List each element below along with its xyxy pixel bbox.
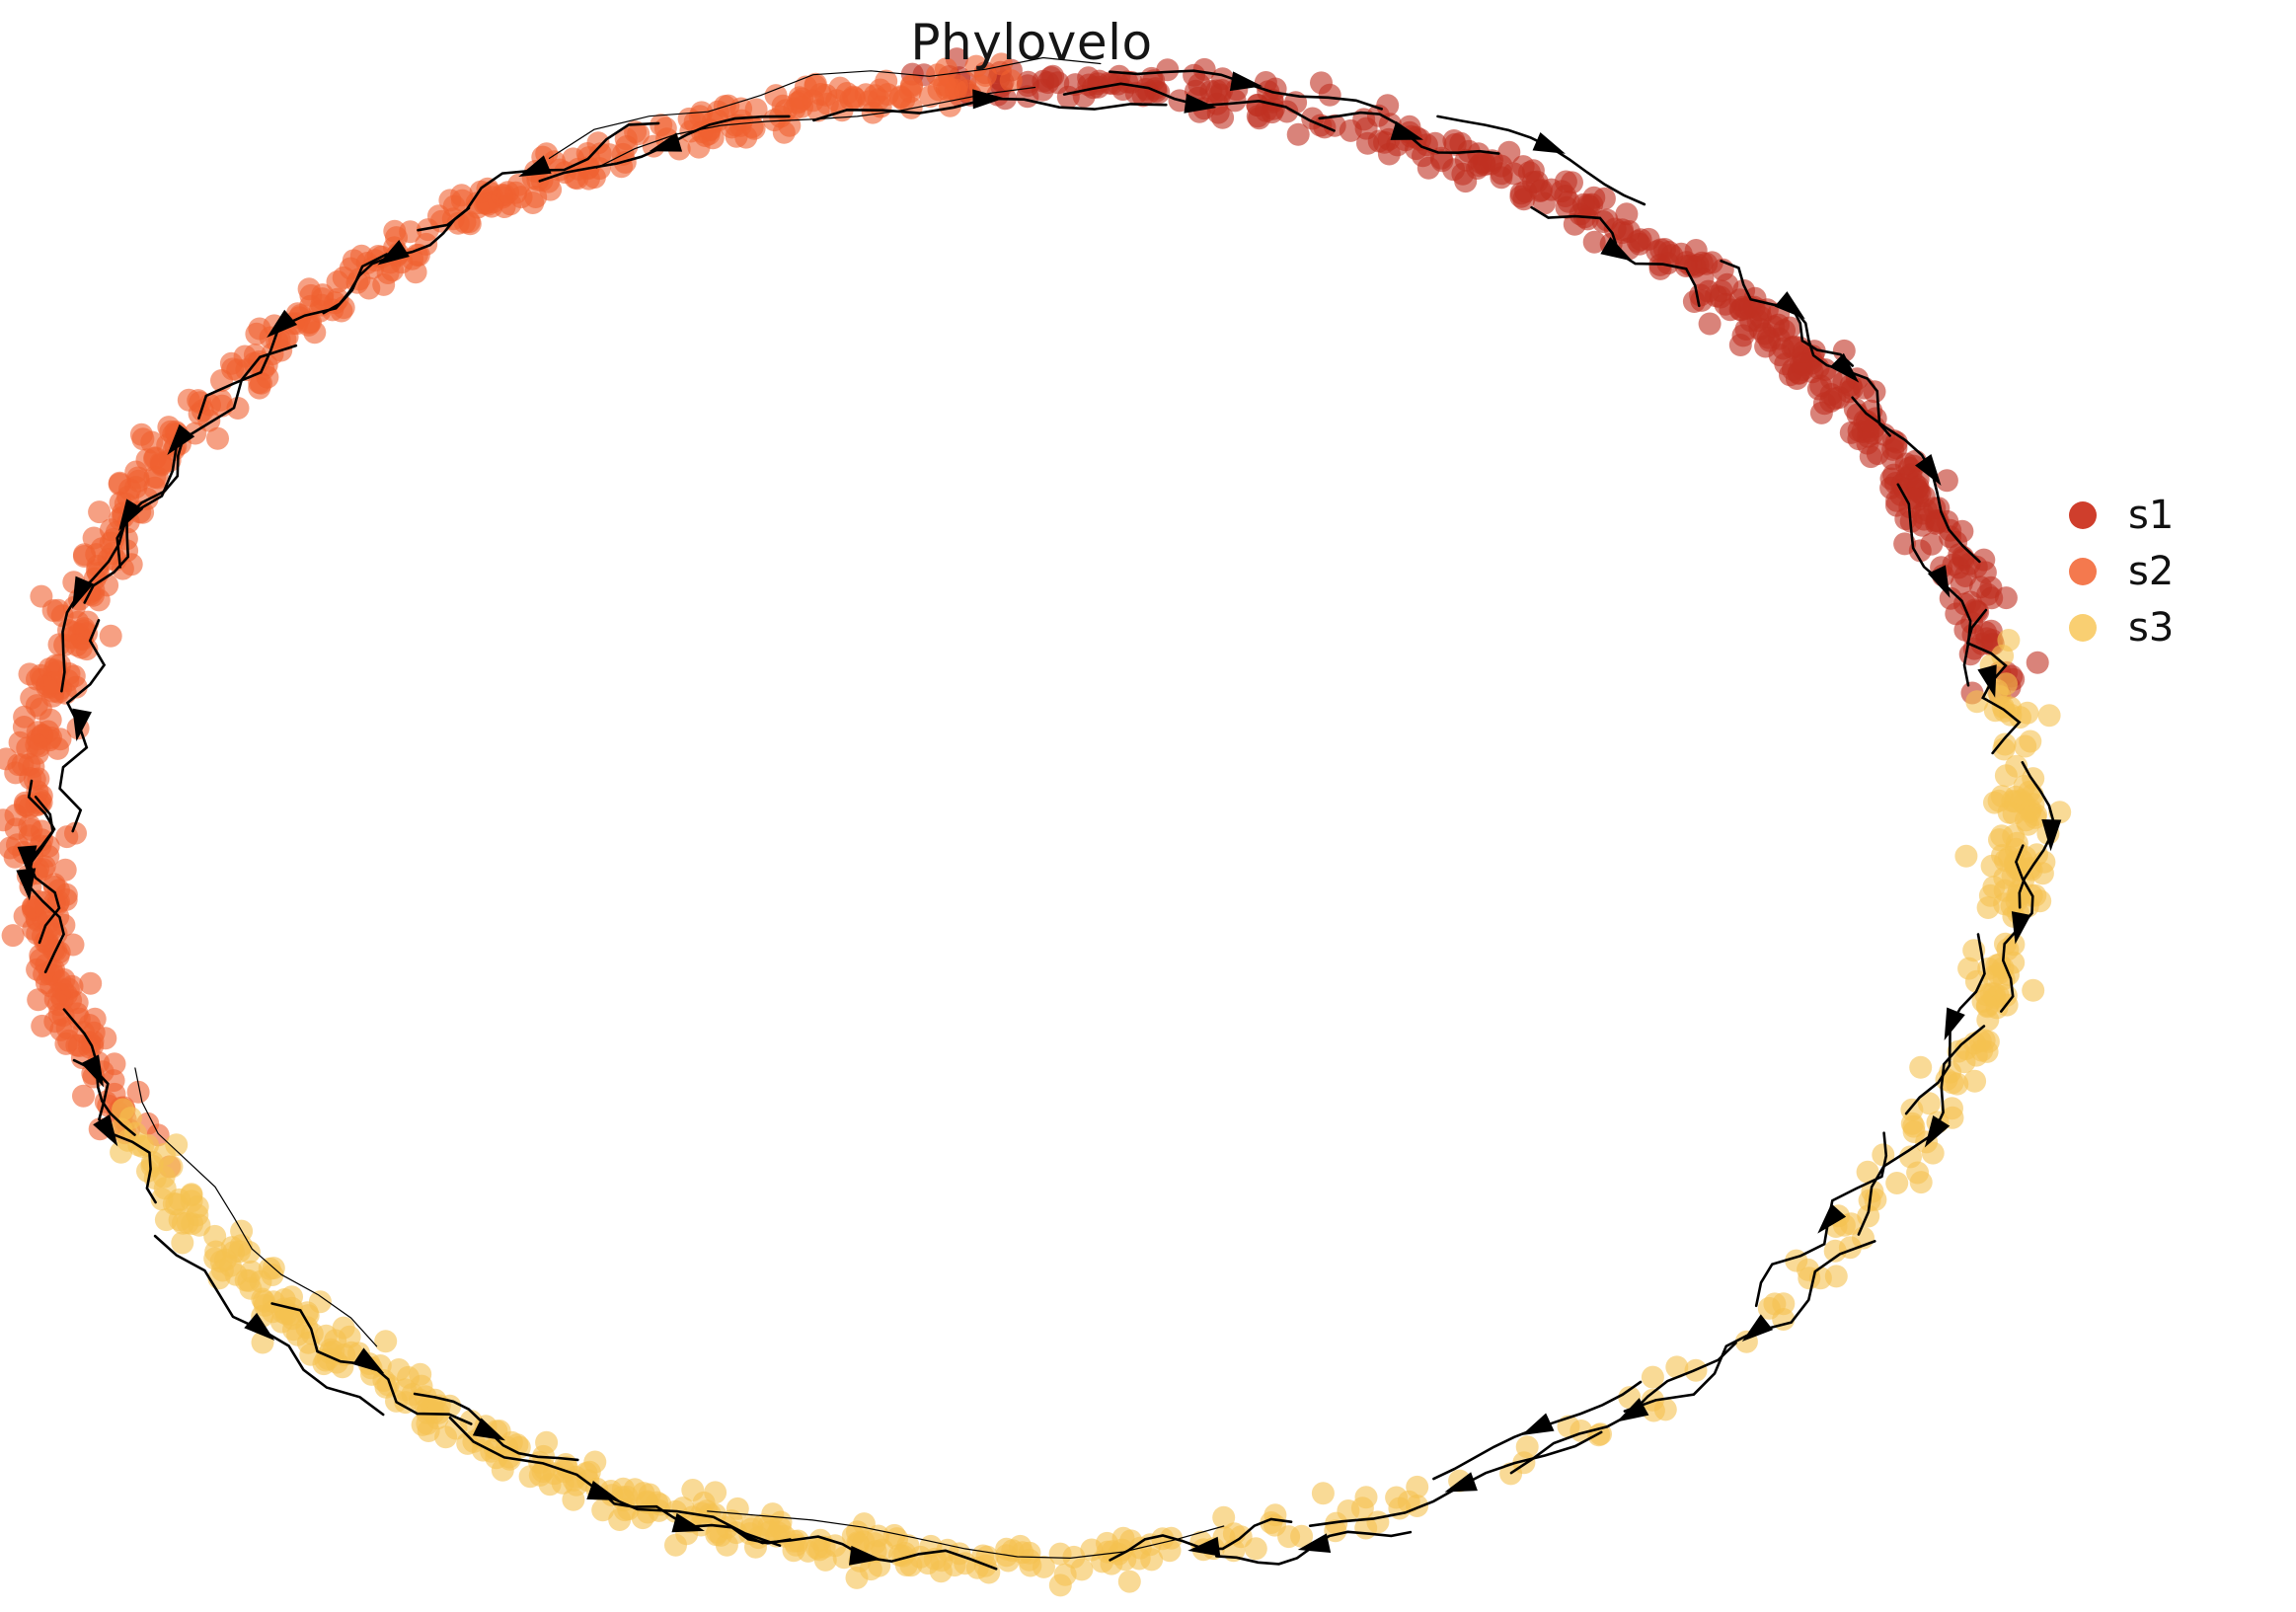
streamline	[707, 1510, 1225, 1560]
streamline-arrowhead-icon	[1521, 1413, 1555, 1436]
streamline-arrowhead-icon	[267, 309, 298, 339]
series-s2	[0, 52, 1023, 1179]
streamline-arrowhead-icon	[377, 240, 410, 266]
streamline-arrowhead-icon	[586, 1480, 620, 1500]
streamline-arrowhead-icon	[81, 1054, 105, 1088]
streamline-arrowhead-icon	[167, 423, 195, 455]
legend-marker-s3	[2069, 614, 2097, 642]
streamline-arrowhead-icon	[1297, 1533, 1332, 1553]
legend: s1 s2 s3	[2069, 494, 2174, 650]
streamline-arrowhead-icon	[2011, 911, 2031, 945]
legend-label: s2	[2128, 549, 2175, 594]
streamline-arrowhead-icon	[649, 132, 683, 152]
legend-label: s3	[2128, 605, 2175, 651]
streamline-arrowhead-icon	[17, 845, 38, 879]
streamline-arrowhead-icon	[972, 89, 1005, 110]
streamline-arrowhead-icon	[244, 1312, 275, 1342]
streamline-arrowhead-icon	[1944, 1007, 1965, 1040]
streamline-arrowhead-icon	[518, 155, 552, 178]
streamline-arrowhead-icon	[1741, 1314, 1774, 1342]
legend-item-s3: s3	[2069, 606, 2174, 650]
streamline-arrowhead-icon	[1774, 291, 1805, 320]
streamline-arrowhead-icon	[1600, 236, 1634, 262]
streamline-arrowhead-icon	[1184, 93, 1217, 114]
streamline-arrowhead-icon	[1817, 1203, 1847, 1234]
streamline-arrowhead-icon	[1616, 1398, 1649, 1422]
streamline	[548, 56, 1102, 159]
streamline	[134, 1067, 378, 1347]
legend-marker-s1	[2069, 501, 2097, 529]
streamline-arrowhead-icon	[2041, 818, 2062, 852]
chart-title: Phylovelo	[910, 14, 1153, 71]
streamline-arrowhead-icon	[1229, 71, 1263, 92]
streamline-arrowhead-icon	[1977, 664, 1997, 698]
streamline-arrowhead-icon	[72, 708, 92, 741]
streamline-arrowhead-icon	[671, 1512, 705, 1533]
streamline	[595, 86, 1036, 169]
streamline-arrowhead-icon	[1187, 1536, 1221, 1557]
streamline-arrowhead-icon	[352, 1347, 385, 1374]
streamline-arrowhead-icon	[1915, 454, 1942, 487]
series-s1	[900, 47, 2049, 706]
streamline-arrowhead-icon	[93, 1113, 118, 1147]
streamline-arrowhead-icon	[16, 868, 37, 901]
streamline-arrowhead-icon	[849, 1545, 881, 1566]
streamline-arrowhead-icon	[1390, 120, 1424, 140]
streamline-arrowhead-icon	[1532, 132, 1566, 154]
legend-marker-s2	[2069, 558, 2097, 585]
streamline-arrowhead-icon	[72, 576, 94, 609]
streamline-arrowhead-icon	[472, 1418, 505, 1441]
legend-item-s2: s2	[2069, 550, 2174, 593]
legend-item-s1: s1	[2069, 494, 2174, 537]
legend-label: s1	[2128, 493, 2175, 538]
series-s3	[110, 629, 2072, 1597]
velocity-streamlines	[16, 56, 2062, 1571]
streamline-arrowhead-icon	[1924, 1115, 1951, 1148]
streamline-arrowhead-icon	[1927, 565, 1951, 598]
streamline-arrowhead-icon	[1444, 1472, 1478, 1493]
streamline-arrowhead-icon	[1829, 352, 1860, 383]
